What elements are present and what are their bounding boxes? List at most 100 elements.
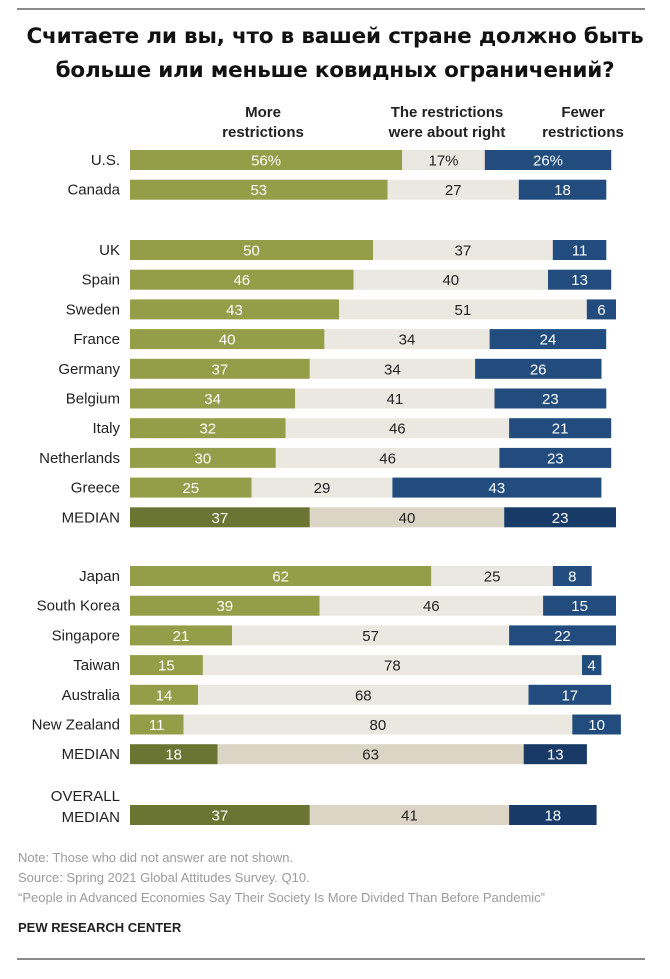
data-label-fewer: 6 bbox=[597, 302, 605, 319]
data-label-right: 46 bbox=[389, 421, 406, 438]
bar-segment-right bbox=[387, 179, 519, 200]
column-header-line: More bbox=[245, 104, 281, 121]
bar-segment-fewer bbox=[552, 566, 592, 586]
bar-segment-more bbox=[130, 179, 388, 200]
bar-segment-fewer bbox=[392, 477, 602, 498]
data-label-fewer: 24 bbox=[540, 332, 557, 349]
row-label-line: OVERALL bbox=[51, 788, 120, 805]
bottom-rule bbox=[17, 958, 645, 960]
column-header-line: were about right bbox=[388, 124, 506, 141]
bar-segment-right bbox=[353, 269, 548, 290]
data-label-more: 62 bbox=[272, 569, 289, 586]
data-label-right: 29 bbox=[314, 480, 331, 497]
bar-segment-right bbox=[309, 358, 475, 379]
chart-title-line-2: больше или меньше ковидных ограничений? bbox=[55, 58, 615, 83]
bar-segment-more bbox=[130, 150, 403, 170]
bar-segment-fewer bbox=[509, 625, 616, 646]
bar-segment-right bbox=[309, 805, 510, 825]
bar-segment-fewer bbox=[509, 418, 612, 439]
bar-row: Belgium 34 41 23 bbox=[66, 388, 607, 409]
data-label-right: 80 bbox=[370, 717, 387, 734]
row-label: Taiwan bbox=[73, 657, 120, 674]
bar-row: Sweden 43 51 6 bbox=[66, 299, 616, 320]
bar-row: Taiwan 15 78 4 bbox=[73, 655, 602, 676]
data-label-right: 34 bbox=[384, 361, 401, 378]
footnote-source: Source: Spring 2021 Global Attitudes Sur… bbox=[18, 870, 310, 885]
bar-segment-more bbox=[130, 684, 198, 705]
row-label: France bbox=[73, 331, 120, 348]
bar-segment-fewer bbox=[572, 714, 621, 735]
bar-segment-fewer bbox=[543, 595, 616, 616]
chart-title-line-1: Считаете ли вы, что в вашей стране должн… bbox=[26, 24, 644, 49]
bar-segment-fewer bbox=[552, 240, 607, 260]
column-header-about-right: The restrictions were about right bbox=[389, 103, 506, 143]
data-label-right: 40 bbox=[442, 272, 459, 289]
data-label-fewer: 13 bbox=[547, 747, 564, 764]
bar-segment-more bbox=[130, 507, 310, 528]
bar-row: U.S. 56% 17% 26% bbox=[91, 150, 612, 170]
data-label-fewer: 18 bbox=[544, 808, 561, 825]
row-label: South Korea bbox=[37, 598, 121, 615]
footnote-report-title: “People in Advanced Economies Say Their … bbox=[18, 890, 546, 905]
data-label-right: 34 bbox=[399, 332, 416, 349]
bar-segment-more bbox=[130, 805, 310, 825]
data-label-fewer: 26% bbox=[533, 153, 563, 170]
data-label-more: 53 bbox=[250, 182, 267, 199]
bar-segment-fewer bbox=[548, 269, 612, 290]
bar-row: OVERALL MEDIAN 37 41 18 bbox=[51, 788, 597, 826]
data-label-right: 46 bbox=[379, 450, 396, 467]
bar-segment-fewer bbox=[504, 507, 616, 528]
row-label: Japan bbox=[79, 568, 120, 585]
data-label-right: 17% bbox=[428, 153, 458, 170]
data-label-more: 37 bbox=[212, 361, 229, 378]
bar-segment-more bbox=[130, 655, 203, 676]
bar-segment-fewer bbox=[518, 179, 607, 200]
column-header-more-restrictions: More restrictions bbox=[222, 103, 304, 143]
bar-segment-more bbox=[130, 625, 233, 646]
data-label-fewer: 43 bbox=[489, 480, 506, 497]
bar-row: Netherlands 30 46 23 bbox=[39, 447, 612, 468]
row-label-line: MEDIAN bbox=[62, 809, 120, 826]
data-label-fewer: 22 bbox=[554, 628, 571, 645]
data-label-more: 21 bbox=[173, 628, 190, 645]
bar-segment-right bbox=[217, 744, 524, 765]
bar-segment-fewer bbox=[489, 329, 607, 350]
bar-row: Germany 37 34 26 bbox=[58, 358, 602, 379]
data-label-fewer: 23 bbox=[552, 510, 569, 527]
data-label-right: 41 bbox=[401, 808, 418, 825]
data-label-more: 43 bbox=[226, 302, 243, 319]
bar-segment-fewer bbox=[582, 655, 602, 676]
bar-segment-right bbox=[402, 150, 485, 170]
data-label-right: 68 bbox=[355, 687, 372, 704]
column-header-line: restrictions bbox=[542, 124, 624, 141]
data-label-fewer: 11 bbox=[572, 243, 588, 260]
bar-row: Spain 46 40 13 bbox=[82, 269, 612, 290]
data-label-fewer: 17 bbox=[561, 687, 578, 704]
data-label-fewer: 8 bbox=[568, 569, 576, 586]
brand-pew-research-center: PEW RESEARCH CENTER bbox=[18, 920, 182, 935]
data-label-right: 63 bbox=[362, 747, 379, 764]
bar-segment-more bbox=[130, 566, 432, 586]
data-label-fewer: 23 bbox=[542, 391, 559, 408]
row-label: UK bbox=[99, 242, 120, 259]
row-label: Spain bbox=[82, 272, 120, 289]
data-label-fewer: 15 bbox=[571, 598, 588, 615]
footnote-note: Note: Those who did not answer are not s… bbox=[18, 850, 294, 865]
bar-segment-right bbox=[339, 299, 587, 320]
data-label-fewer: 10 bbox=[588, 717, 605, 734]
bar-segment-right bbox=[285, 418, 510, 439]
bar-segment-right bbox=[202, 655, 582, 676]
top-rule bbox=[17, 8, 645, 10]
bar-segment-fewer bbox=[523, 744, 587, 765]
bar-segment-fewer bbox=[499, 447, 612, 468]
bar-row: Greece 25 29 43 bbox=[71, 477, 602, 498]
data-label-more: 30 bbox=[195, 450, 212, 467]
bar-segment-more bbox=[130, 714, 184, 735]
data-label-right: 46 bbox=[423, 598, 440, 615]
bar-segment-right bbox=[373, 240, 553, 260]
data-label-fewer: 4 bbox=[588, 658, 596, 675]
bar-row: South Korea 39 46 15 bbox=[37, 595, 616, 616]
bar-row: Japan 62 25 8 bbox=[79, 566, 592, 586]
column-header-line: Fewer bbox=[561, 104, 605, 121]
